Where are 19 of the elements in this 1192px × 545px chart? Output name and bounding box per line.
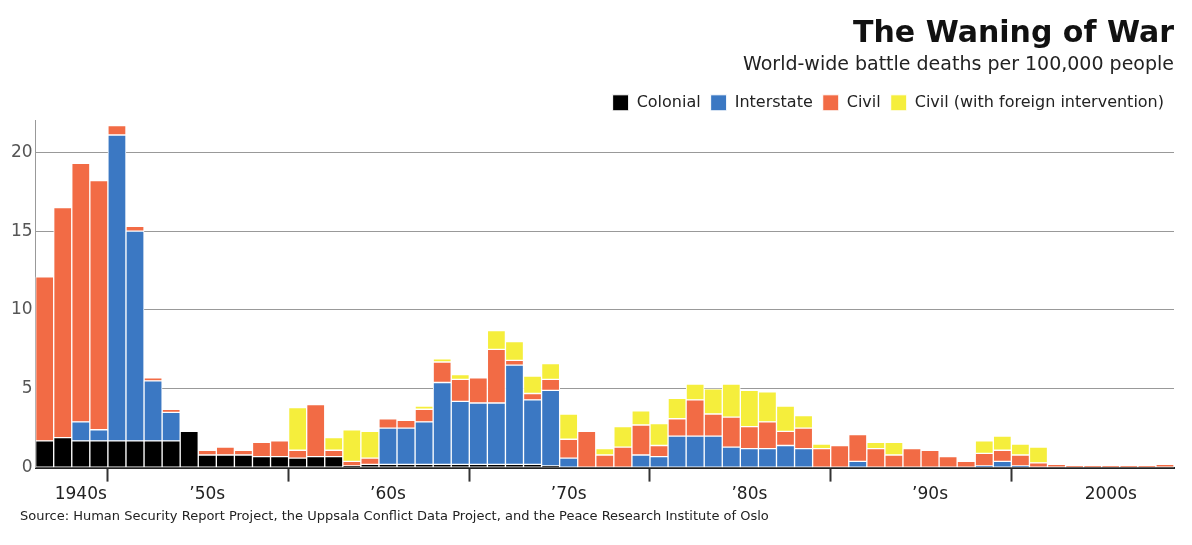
y-tick-label: 20	[10, 140, 33, 161]
x-tick-label: ’50s	[189, 483, 226, 504]
y-tick-label: 5	[21, 377, 33, 398]
x-tick-label: 1940s	[54, 483, 108, 504]
legend-label: Civil (with foreign intervention)	[914, 91, 1164, 111]
chart-title: The Waning of War	[853, 13, 1175, 49]
chart-subtitle: World-wide battle deaths per 100,000 people	[743, 52, 1174, 75]
legend-label: Colonial	[636, 91, 701, 111]
x-tick-label: ’60s	[370, 483, 407, 504]
x-tick-label: ’70s	[550, 483, 587, 504]
source-note: Source: Human Security Report Project, the Uppsala Conflict Data Project, and the Peace Research Institute of Oslo	[20, 508, 770, 523]
legend-label: Interstate	[734, 91, 813, 111]
x-tick-label: ’80s	[731, 483, 768, 504]
y-tick-label: 0	[21, 456, 33, 477]
x-tick-label: 2000s	[1084, 483, 1137, 504]
x-tick-label: ’90s	[912, 483, 949, 504]
y-tick-label: 15	[10, 219, 33, 240]
legend-label: Civil	[846, 91, 881, 111]
y-tick-label: 10	[10, 298, 33, 319]
